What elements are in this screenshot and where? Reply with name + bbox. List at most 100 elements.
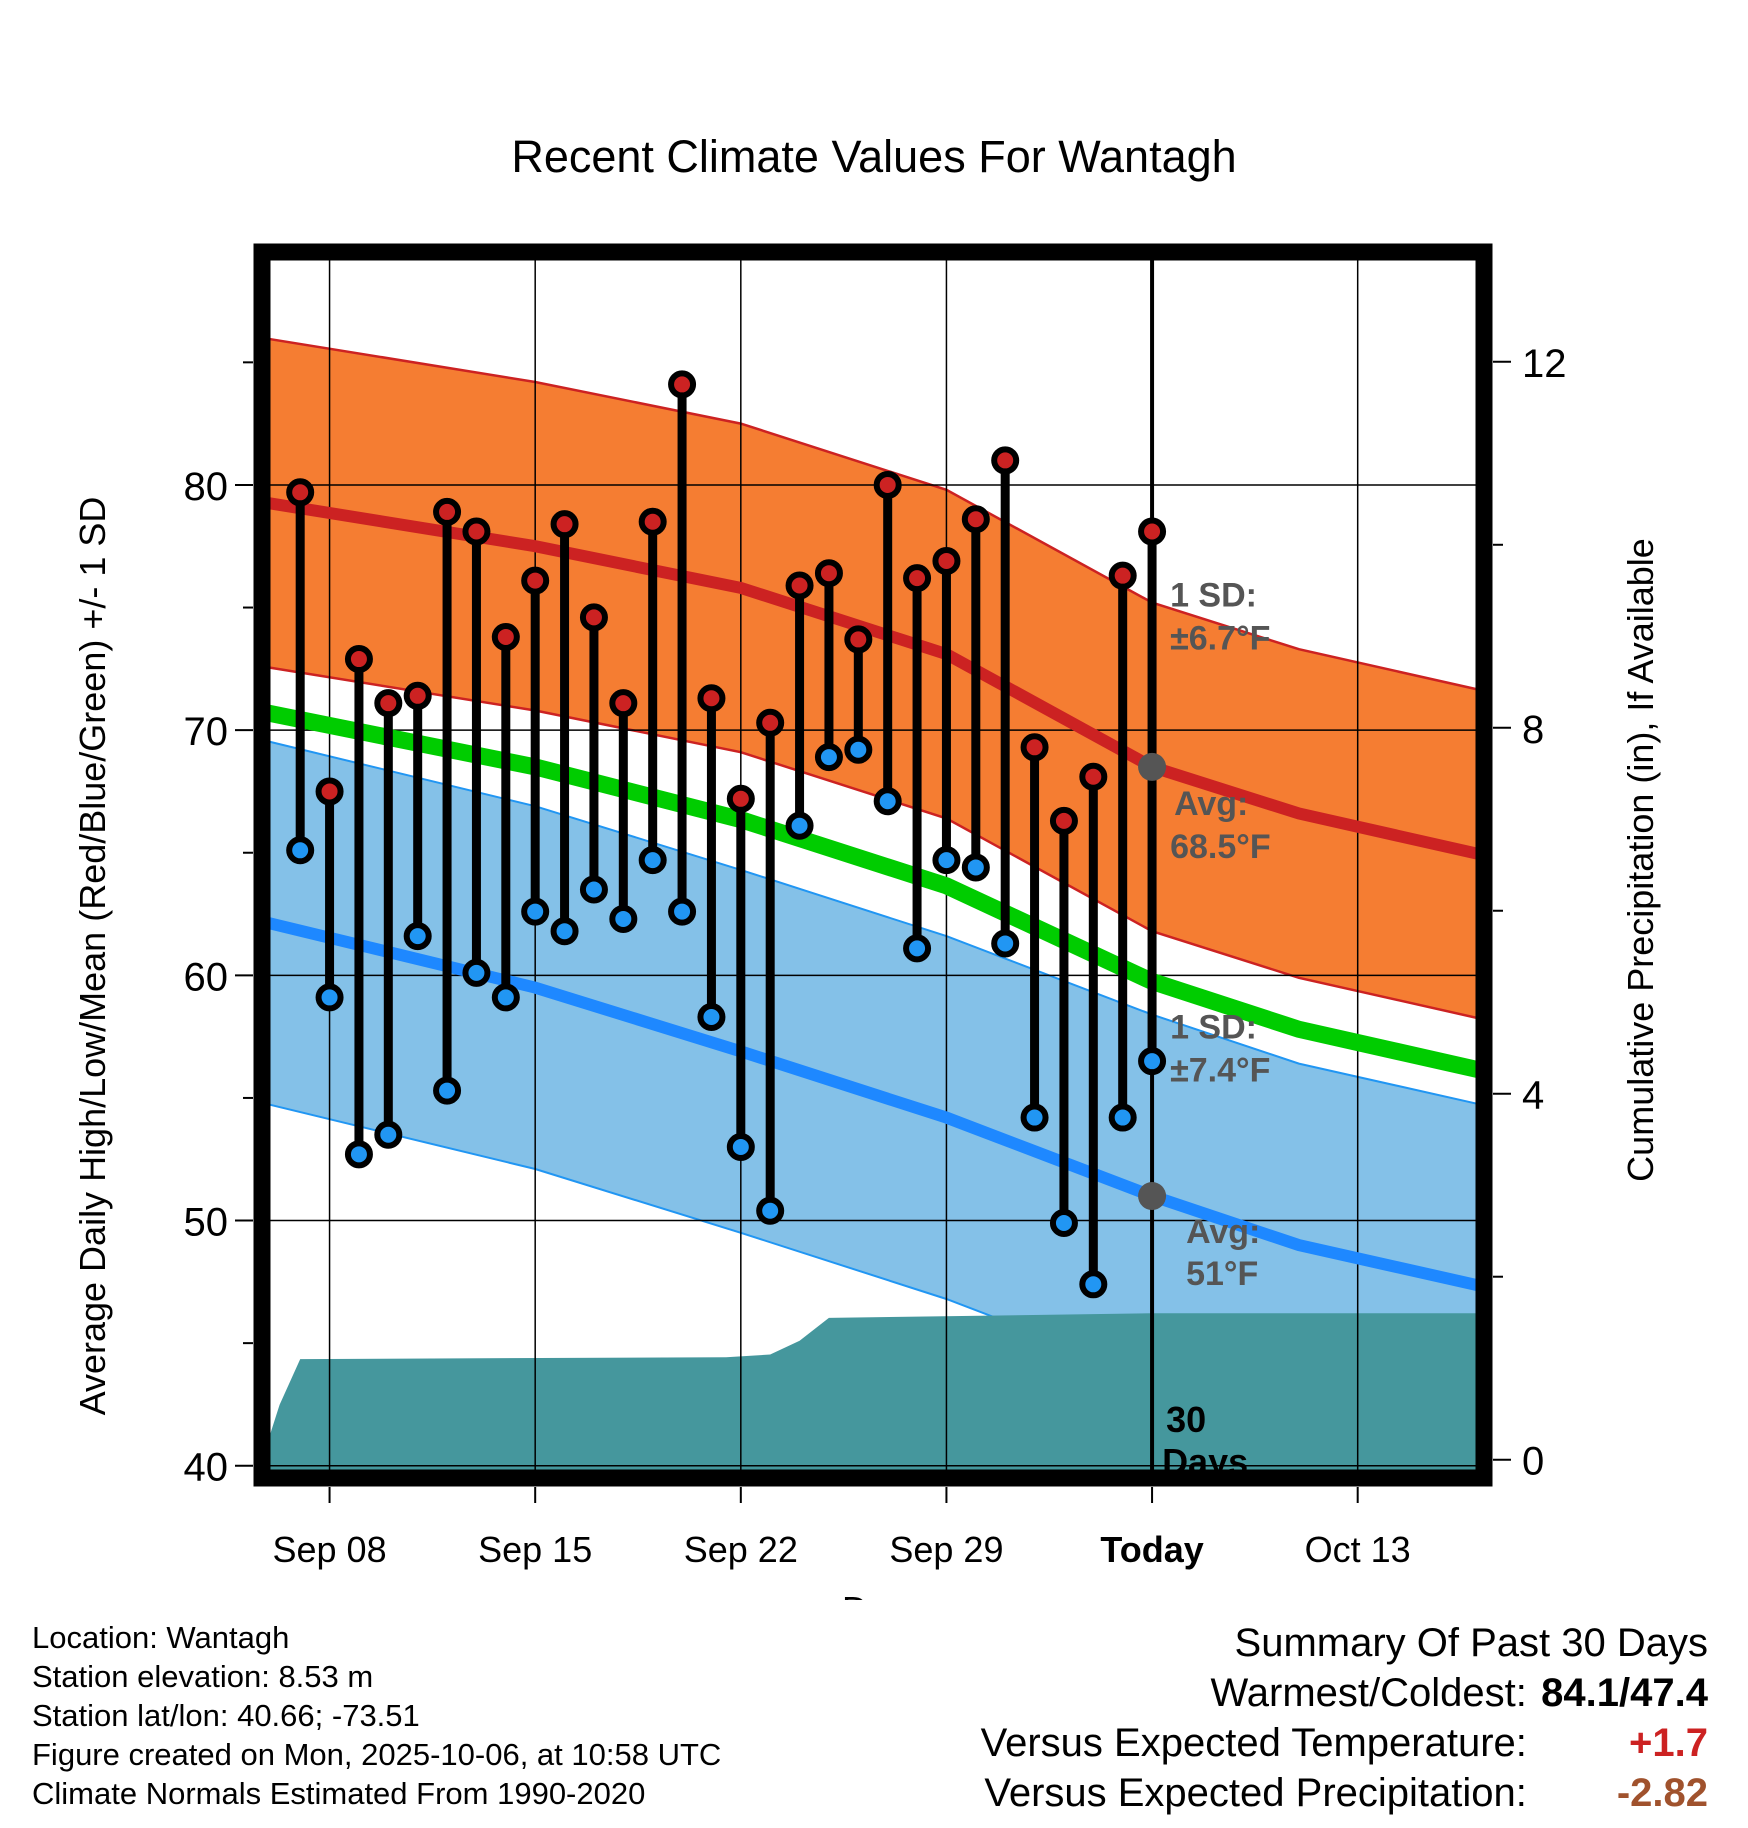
summary-panel: Summary Of Past 30 Days Warmest/Coldest:… [981,1618,1708,1818]
plot-area: 1 SD: ±6.7°F Avg: 68.5°F 1 SD: ±7.4°F Avg: 51°F… [184,243,1567,1570]
y-tick-label: 50 [184,1201,229,1245]
high-point [756,708,785,737]
low-point [403,922,432,951]
summary-warmest-row: Warmest/Coldest: 84.1/47.4 [981,1668,1709,1718]
y2-axis-label: Cumulative Precipitation (in), If Availa… [1620,538,1661,1182]
summary-precip-value: -2.82 [1616,1771,1708,1815]
y-tick-label: 40 [184,1446,229,1490]
y-axis-label: Average Daily High/Low/Mean (Red/Blue/Gr… [72,497,113,1416]
low-point [433,1076,462,1105]
high-point [873,470,902,499]
high-point [903,564,932,593]
x-tick-label: Sep 29 [889,1529,1003,1570]
high-point [403,681,432,710]
summary-precip-row: Versus Expected Precipitation: -2.82 [981,1768,1708,1818]
annotation-low-sd-label: 1 SD: [1170,1009,1257,1047]
summary-title: Summary Of Past 30 Days [1234,1621,1708,1665]
high-point [1138,517,1167,546]
high-point [668,370,697,399]
y2-tick-label: 0 [1522,1440,1544,1484]
annotation-low-avg-value: 51°F [1186,1255,1258,1293]
high-point [814,559,843,588]
y2-tick-label: 12 [1522,342,1567,386]
info-elevation: Station elevation: 8.53 m [32,1659,374,1694]
annotation-low-avg-label: Avg: [1186,1213,1260,1251]
annotation-low-sd-value: ±7.4°F [1170,1052,1270,1090]
low-point [579,875,608,904]
low-point [726,1132,755,1161]
plot-frame [253,243,1493,1487]
high-point [579,603,608,632]
y2-tick-label: 8 [1522,708,1544,752]
high-point [991,446,1020,475]
low-point [344,1140,373,1169]
today-high-avg-marker [1138,752,1167,781]
low-point [609,904,638,933]
high-sd-band [262,337,1484,1020]
high-point [286,478,315,507]
high-point [521,566,550,595]
high-point [344,645,373,674]
high-point [785,571,814,600]
summary-warmest-label: Warmest/Coldest: [1210,1671,1527,1715]
low-point [374,1120,403,1149]
low-point [1049,1208,1078,1237]
low-point [491,983,520,1012]
summary-warmest-value: 84.1/47.4 [1541,1671,1708,1715]
low-point [697,1003,726,1032]
low-point [814,743,843,772]
high-point [697,684,726,713]
low-point [873,787,902,816]
summary-precip-label: Versus Expected Precipitation: [984,1771,1527,1815]
info-location: Location: Wantagh [32,1620,290,1655]
annotation-high-sd-value: ±6.7°F [1170,620,1270,658]
chart-title: Recent Climate Values For Wantagh [511,131,1236,182]
low-point [1108,1103,1137,1132]
station-info: Location: Wantagh Station elevation: 8.5… [32,1618,721,1813]
high-point [374,689,403,718]
low-point [286,836,315,865]
x-tick-label: Today [1100,1529,1203,1570]
info-normals: Climate Normals Estimated From 1990-2020 [32,1776,646,1811]
low-point [991,929,1020,958]
annotation-high-avg-value: 68.5°F [1170,828,1271,866]
x-tick-label: Sep 15 [478,1529,592,1570]
summary-temp-row: Versus Expected Temperature: +1.7 [981,1718,1708,1768]
low-point [756,1196,785,1225]
high-point [932,546,961,575]
low-point [1079,1270,1108,1299]
low-point [550,917,579,946]
today-low-avg-marker [1138,1182,1167,1211]
info-latlon: Station lat/lon: 40.66; -73.51 [32,1698,420,1733]
low-point [961,853,990,882]
low-point [668,897,697,926]
summary-temp-label: Versus Expected Temperature: [980,1721,1527,1765]
high-point [462,517,491,546]
annotation-days-count: 30 [1166,1399,1206,1440]
low-point [1020,1103,1049,1132]
x-tick-label: Oct 13 [1305,1529,1411,1570]
climate-chart: Recent Climate Values For Wantagh Averag… [72,131,1661,1600]
high-point [844,625,873,654]
high-point [961,505,990,534]
y-tick-label: 70 [184,710,229,754]
y2-tick-label: 4 [1522,1074,1544,1118]
x-tick-label: Sep 22 [684,1529,798,1570]
low-point [903,934,932,963]
low-point [785,811,814,840]
low-point [462,958,491,987]
low-point [932,846,961,875]
info-created: Figure created on Mon, 2025-10-06, at 10… [32,1737,722,1772]
low-point [844,735,873,764]
y-tick-label: 60 [184,955,229,999]
low-avg-line [260,915,1486,1293]
low-point [1138,1047,1167,1076]
y-tick-label: 80 [184,465,229,509]
high-point [1049,806,1078,835]
high-point [550,510,579,539]
high-point [726,784,755,813]
high-point [315,777,344,806]
high-point [638,507,667,536]
annotation-high-sd-label: 1 SD: [1170,577,1257,615]
high-point [609,689,638,718]
